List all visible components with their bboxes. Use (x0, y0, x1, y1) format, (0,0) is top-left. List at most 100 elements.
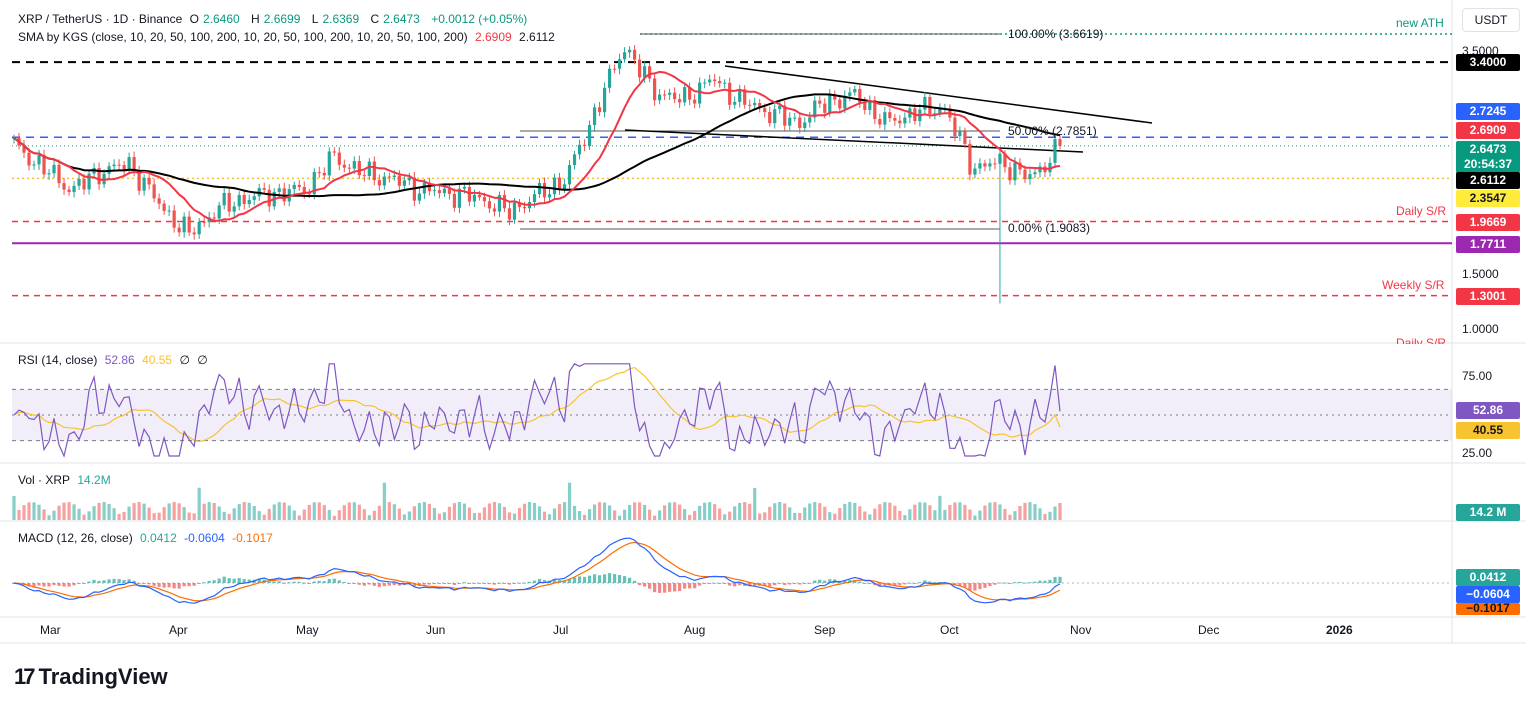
volume-bar (627, 504, 632, 520)
macd-histogram-bar (602, 574, 607, 583)
macd-histogram-bar (257, 579, 261, 583)
candle-body (808, 117, 812, 123)
candle-body (793, 117, 797, 119)
candle-body (472, 194, 477, 202)
volume-bar (17, 510, 21, 520)
sma-title: SMA by KGS (close, 10, 20, 50, 100, 200,… (18, 30, 468, 44)
candle-body (678, 99, 682, 103)
macd-histogram-bar (688, 583, 692, 589)
candle-body (778, 105, 782, 110)
macd-histogram-bar (67, 583, 71, 587)
macd-histogram-bar (472, 582, 477, 584)
macd-histogram-bar (422, 583, 426, 585)
volume-bar (602, 502, 607, 520)
volume-bar (948, 505, 952, 520)
macd-histogram-bar (392, 583, 396, 586)
volume-bar (512, 513, 517, 520)
macd-histogram-bar (32, 583, 36, 587)
macd-histogram-bar (793, 583, 797, 584)
time-label: May (296, 623, 319, 637)
volume-bar (537, 506, 542, 520)
candle-body (497, 195, 502, 212)
candle-body (622, 52, 627, 60)
candle-body (803, 122, 807, 128)
candle-body (177, 227, 181, 233)
macd-histogram-bar (898, 583, 902, 586)
candle-body (202, 221, 206, 223)
macd-histogram-bar (207, 580, 211, 583)
candle-body (973, 168, 977, 175)
rsi-value-4: ∅ (197, 353, 208, 367)
volume-bar (42, 509, 46, 520)
candle-body (157, 198, 161, 204)
time-label: Jun (426, 623, 446, 637)
macd-histogram-bar (813, 580, 817, 583)
candle-body (938, 108, 942, 114)
macd-histogram-bar (903, 583, 907, 585)
volume-bar (102, 502, 106, 520)
volume-bar (92, 506, 96, 520)
macd-histogram-bar (1048, 579, 1052, 583)
macd-histogram-bar (552, 579, 557, 583)
candle-body (437, 190, 442, 194)
candle-body (322, 172, 326, 176)
volume-bar (878, 504, 882, 520)
macd-histogram-bar (377, 583, 381, 587)
volume-bar (242, 502, 246, 520)
macd-histogram-bar (467, 583, 472, 584)
macd-histogram-bar (102, 580, 106, 583)
candle-body (708, 79, 712, 83)
candle-body (988, 163, 992, 167)
candle-body (137, 170, 141, 191)
volume-bar (272, 504, 276, 520)
macd-title: MACD (12, 26, close) (18, 531, 133, 545)
macd-histogram-bar (507, 583, 512, 585)
macd-histogram-bar (643, 583, 647, 587)
volume-bar (207, 502, 211, 520)
volume-bar (352, 502, 356, 520)
volume-bar (82, 514, 86, 520)
macd-histogram-bar (658, 583, 662, 593)
sma-50-line (13, 70, 1061, 222)
volume-bar (728, 511, 732, 520)
candle-body (547, 194, 552, 198)
candle-body (342, 164, 346, 168)
candle-body (122, 165, 126, 171)
macd-histogram-bar (37, 583, 41, 586)
price-tag-daily-sr: 1.9669 (1456, 214, 1520, 231)
volume-bar (713, 504, 717, 520)
candle-body (798, 117, 802, 128)
macd-histogram-bar (858, 581, 862, 583)
volume-bar (132, 503, 136, 520)
candle-body (232, 206, 236, 212)
change-value: +0.0012 (+0.05%) (431, 12, 528, 26)
candle-body (632, 49, 637, 60)
volume-bar (142, 503, 146, 520)
volume-bar (432, 508, 437, 520)
volume-bar (973, 515, 977, 520)
candle-body (372, 161, 376, 181)
volume-bar (673, 502, 677, 520)
macd-histogram-bar (162, 583, 166, 588)
macd-histogram-bar (432, 583, 437, 585)
volume-bar (1038, 508, 1042, 520)
volume-bar (748, 503, 752, 520)
macd-histogram-bar (512, 583, 517, 584)
macd-histogram-bar (718, 583, 722, 584)
volume-bar (492, 502, 497, 520)
macd-histogram-bar (217, 578, 221, 583)
currency-button[interactable]: USDT (1462, 8, 1520, 32)
volume-bar (212, 503, 216, 520)
macd-histogram-bar (172, 583, 176, 589)
volume-bar (743, 502, 747, 520)
macd-histogram-bar (302, 582, 306, 584)
candle-body (637, 59, 642, 78)
macd-histogram-bar (648, 583, 652, 589)
candle-body (22, 145, 26, 153)
volume-bar (908, 509, 912, 520)
price-tag-last: 2.6473 (1456, 141, 1520, 158)
candle-body (843, 95, 847, 109)
rsi-ma-value: 40.55 (142, 353, 173, 367)
candle-body (983, 163, 987, 167)
